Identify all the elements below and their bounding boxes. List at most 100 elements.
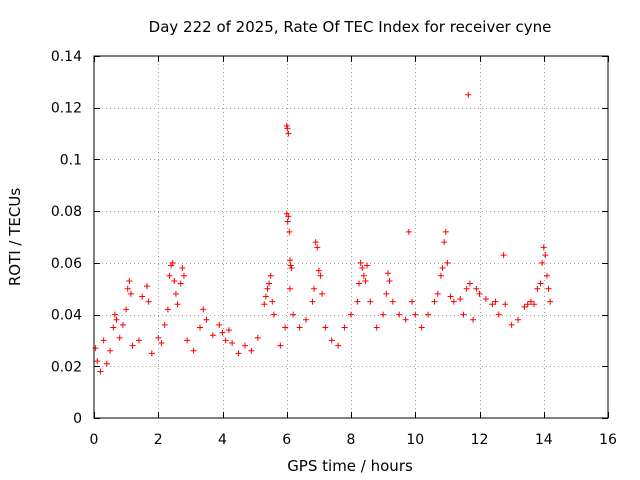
data-point: [94, 358, 101, 365]
data-point: [317, 272, 324, 279]
data-point: [283, 122, 290, 129]
data-point: [492, 298, 499, 305]
data-point: [270, 311, 277, 318]
data-point: [144, 283, 151, 290]
data-point: [197, 324, 204, 331]
data-point: [219, 329, 226, 336]
data-point: [209, 332, 216, 339]
x-tick-label: 16: [599, 432, 617, 448]
data-point: [315, 267, 322, 274]
data-point: [254, 334, 261, 341]
x-tick-label: 0: [90, 432, 99, 448]
y-tick-label: 0.08: [51, 204, 82, 220]
y-tick-label: 0.06: [51, 256, 82, 272]
data-point: [103, 360, 110, 367]
grid-lines: [94, 56, 608, 418]
data-point: [126, 277, 133, 284]
data-point: [539, 259, 546, 266]
data-point: [354, 298, 361, 305]
y-axis-label: ROTI / TECUs: [6, 188, 24, 286]
data-point: [431, 298, 438, 305]
data-points: [92, 91, 554, 375]
data-point: [174, 301, 181, 308]
data-point: [145, 298, 152, 305]
data-point: [309, 298, 316, 305]
data-point: [288, 265, 295, 272]
data-point: [286, 257, 293, 264]
data-point: [473, 285, 480, 292]
data-point: [405, 228, 412, 235]
data-point: [537, 280, 544, 287]
data-point: [359, 265, 366, 272]
data-point: [203, 316, 210, 323]
data-point: [531, 301, 538, 308]
data-point: [100, 337, 107, 344]
x-tick-labels: 0 2 4 6 8 10 12 14 16: [90, 432, 617, 448]
data-point: [322, 324, 329, 331]
data-point: [482, 296, 489, 303]
data-point: [389, 298, 396, 305]
data-point: [248, 347, 255, 354]
data-point: [348, 311, 354, 318]
data-point: [373, 324, 380, 331]
data-point: [119, 321, 126, 328]
data-point: [466, 280, 473, 287]
data-point: [463, 285, 470, 292]
data-point: [470, 316, 477, 323]
data-point: [547, 298, 554, 305]
data-point: [542, 252, 549, 259]
data-point: [110, 324, 117, 331]
data-point: [113, 316, 120, 323]
data-point: [383, 290, 390, 297]
y-tick-labels: 0 0.02 0.04 0.06 0.08 0.1 0.12 0.14: [51, 49, 82, 427]
data-point: [129, 342, 136, 349]
data-point: [444, 259, 451, 266]
data-point: [524, 301, 531, 308]
data-point: [439, 265, 446, 272]
data-point: [225, 327, 232, 334]
data-point: [362, 277, 369, 284]
data-point: [262, 293, 269, 300]
chart-title: Day 222 of 2025, Rate Of TEC Index for r…: [149, 18, 552, 36]
data-point: [286, 285, 293, 292]
data-point: [442, 228, 449, 235]
data-point: [441, 239, 448, 246]
data-point: [166, 272, 173, 279]
data-point: [545, 285, 552, 292]
data-point: [357, 259, 364, 266]
data-point: [169, 259, 176, 266]
data-point: [367, 298, 374, 305]
data-point: [495, 311, 502, 318]
data-point: [402, 316, 409, 323]
data-point: [180, 272, 187, 279]
data-point: [222, 337, 229, 344]
data-point: [287, 262, 294, 269]
data-point: [235, 350, 242, 357]
data-point: [311, 285, 318, 292]
data-point: [527, 298, 534, 305]
data-point: [116, 334, 123, 341]
data-point: [418, 324, 425, 331]
data-point: [515, 316, 522, 323]
data-point: [409, 298, 416, 305]
data-point: [164, 306, 171, 313]
data-point: [296, 324, 303, 331]
data-point: [139, 293, 146, 300]
data-point: [380, 311, 387, 318]
data-point: [267, 272, 274, 279]
data-point: [124, 285, 131, 292]
data-point: [229, 340, 236, 347]
x-tick-label: 8: [347, 432, 356, 448]
data-point: [319, 290, 326, 297]
data-point: [200, 306, 207, 313]
data-point: [543, 272, 550, 279]
data-point: [111, 311, 118, 318]
data-point: [161, 321, 168, 328]
data-point: [460, 311, 467, 318]
data-point: [384, 270, 391, 277]
data-point: [489, 301, 496, 308]
y-tick-label: 0: [73, 411, 82, 427]
data-point: [476, 290, 483, 297]
y-tick-label: 0.1: [60, 152, 82, 168]
